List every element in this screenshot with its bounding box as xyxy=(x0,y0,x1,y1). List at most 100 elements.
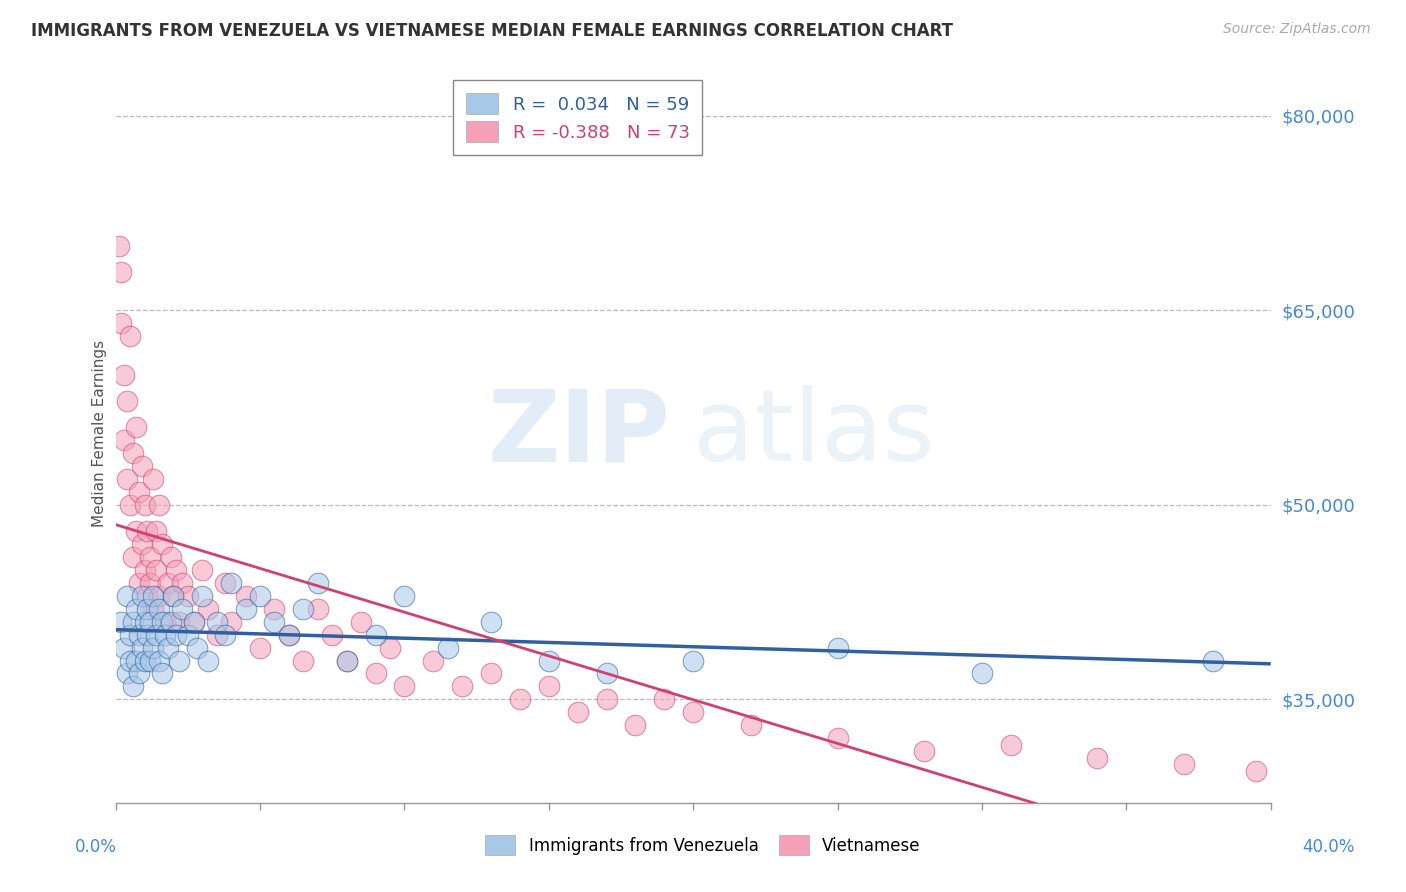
Point xyxy=(120,498,142,512)
Text: 0.0%: 0.0% xyxy=(75,838,117,855)
Point xyxy=(125,420,148,434)
Point xyxy=(134,615,156,629)
Point xyxy=(422,653,444,667)
Point xyxy=(156,575,179,590)
Point xyxy=(191,589,214,603)
Point xyxy=(150,666,173,681)
Point xyxy=(827,731,849,746)
Point xyxy=(128,485,150,500)
Point xyxy=(595,666,617,681)
Point xyxy=(249,589,271,603)
Point xyxy=(165,627,187,641)
Point xyxy=(162,589,184,603)
Point xyxy=(479,615,502,629)
Point xyxy=(136,601,159,615)
Point xyxy=(112,433,135,447)
Point xyxy=(509,692,531,706)
Point xyxy=(131,458,153,473)
Point xyxy=(394,589,416,603)
Point xyxy=(115,472,138,486)
Point xyxy=(219,575,242,590)
Point xyxy=(191,563,214,577)
Point xyxy=(277,627,299,641)
Text: Source: ZipAtlas.com: Source: ZipAtlas.com xyxy=(1223,22,1371,37)
Point xyxy=(136,524,159,538)
Point xyxy=(1202,653,1225,667)
Text: IMMIGRANTS FROM VENEZUELA VS VIETNAMESE MEDIAN FEMALE EARNINGS CORRELATION CHART: IMMIGRANTS FROM VENEZUELA VS VIETNAMESE … xyxy=(31,22,953,40)
Point xyxy=(148,498,170,512)
Point xyxy=(364,627,387,641)
Point xyxy=(156,640,179,655)
Point xyxy=(131,537,153,551)
Point xyxy=(120,653,142,667)
Point xyxy=(167,615,190,629)
Point xyxy=(153,627,176,641)
Point xyxy=(115,589,138,603)
Point xyxy=(682,706,704,720)
Point xyxy=(177,589,200,603)
Point xyxy=(128,627,150,641)
Point xyxy=(125,601,148,615)
Point xyxy=(139,615,162,629)
Point xyxy=(110,317,132,331)
Text: atlas: atlas xyxy=(693,385,935,482)
Point xyxy=(1087,751,1109,765)
Point xyxy=(235,601,257,615)
Point xyxy=(122,680,145,694)
Point xyxy=(148,601,170,615)
Point xyxy=(682,653,704,667)
Point xyxy=(120,627,142,641)
Point xyxy=(115,666,138,681)
Point xyxy=(364,666,387,681)
Point xyxy=(263,615,285,629)
Legend: R =  0.034   N = 59, R = -0.388   N = 73: R = 0.034 N = 59, R = -0.388 N = 73 xyxy=(453,80,703,154)
Point xyxy=(307,601,329,615)
Point xyxy=(378,640,401,655)
Point xyxy=(1173,757,1195,772)
Point xyxy=(219,615,242,629)
Point xyxy=(235,589,257,603)
Point xyxy=(115,394,138,409)
Point xyxy=(110,264,132,278)
Point xyxy=(537,680,560,694)
Point xyxy=(150,615,173,629)
Point xyxy=(479,666,502,681)
Point xyxy=(159,549,181,564)
Point xyxy=(148,589,170,603)
Point xyxy=(131,589,153,603)
Point xyxy=(624,718,647,732)
Text: ZIP: ZIP xyxy=(488,385,671,482)
Point xyxy=(292,601,315,615)
Point xyxy=(336,653,359,667)
Point xyxy=(183,615,205,629)
Point xyxy=(277,627,299,641)
Point xyxy=(172,601,194,615)
Point xyxy=(120,329,142,343)
Point xyxy=(567,706,589,720)
Point xyxy=(172,575,194,590)
Point xyxy=(122,615,145,629)
Text: 40.0%: 40.0% xyxy=(1302,838,1355,855)
Point xyxy=(336,653,359,667)
Point xyxy=(292,653,315,667)
Point xyxy=(970,666,993,681)
Point xyxy=(1246,764,1268,778)
Point xyxy=(110,615,132,629)
Point xyxy=(145,627,167,641)
Point xyxy=(112,368,135,383)
Point xyxy=(125,524,148,538)
Point xyxy=(165,563,187,577)
Point xyxy=(912,744,935,758)
Point xyxy=(142,601,165,615)
Point xyxy=(112,640,135,655)
Point xyxy=(214,575,236,590)
Point xyxy=(136,627,159,641)
Point xyxy=(122,446,145,460)
Point xyxy=(131,640,153,655)
Point xyxy=(214,627,236,641)
Point xyxy=(142,589,165,603)
Point xyxy=(142,640,165,655)
Point xyxy=(827,640,849,655)
Point xyxy=(307,575,329,590)
Point xyxy=(197,653,219,667)
